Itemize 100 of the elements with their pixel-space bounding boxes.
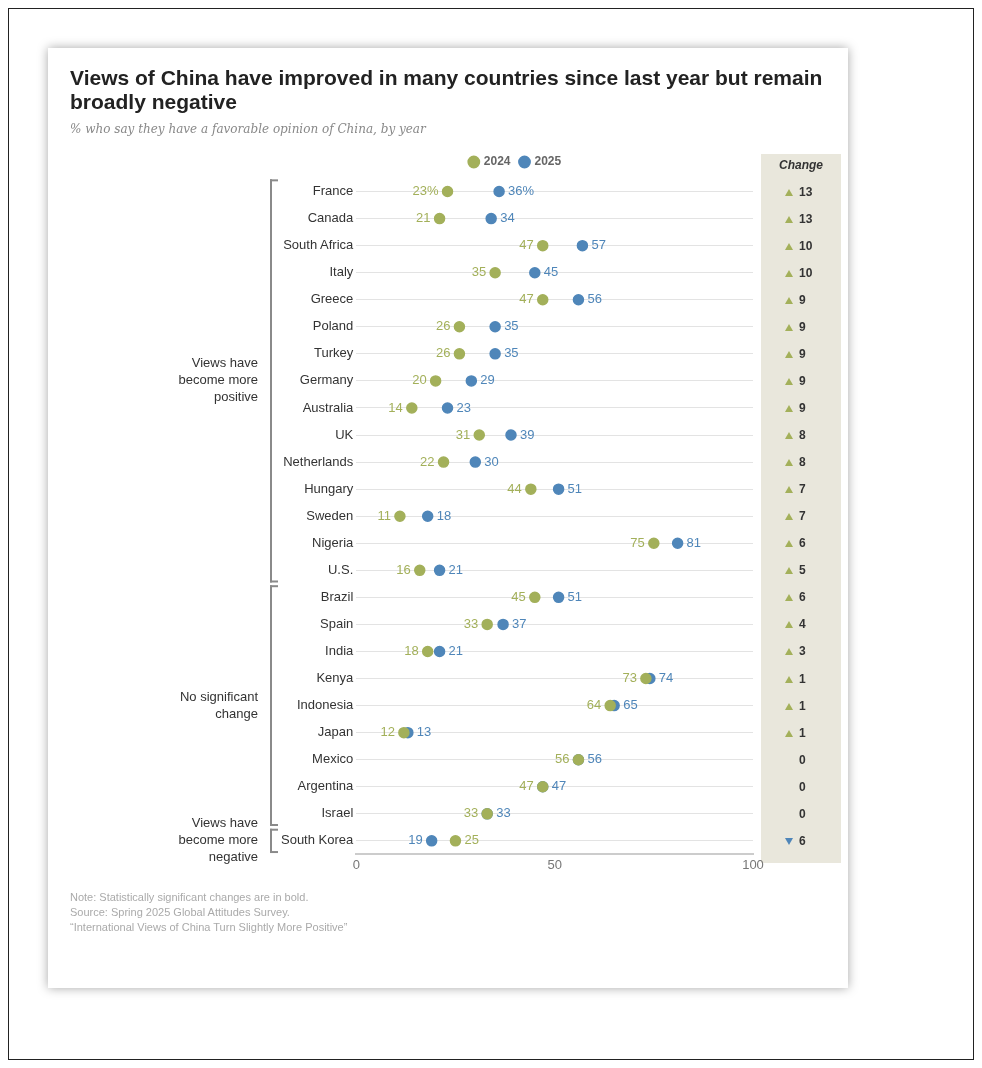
chart-title: Views of China have improved in many countries since last year but remain broadly negative — [70, 66, 824, 114]
data-label: 26 — [435, 345, 451, 361]
data-label: 22 — [420, 453, 435, 469]
legend-label: 2024 — [483, 154, 511, 169]
y-tick-label: Spain — [320, 616, 354, 631]
text: 9 — [799, 399, 806, 416]
data-label: 56 — [587, 291, 602, 307]
legend-label: 2025 — [534, 154, 562, 169]
text: Views have become more negative — [178, 815, 258, 865]
data-label: 23% — [412, 183, 439, 199]
text: 7 — [799, 481, 806, 498]
y-tick-label: France — [312, 183, 354, 199]
data-label: 16 — [396, 561, 411, 577]
data-label: 34 — [500, 210, 515, 226]
y-tick-label: Germany — [299, 372, 354, 388]
text: 8 — [799, 454, 806, 471]
y-tick-label: Nigeria — [312, 534, 355, 550]
data-label: 56 — [587, 751, 602, 767]
x-tick-label: 50 — [547, 856, 562, 872]
data-label: 33 — [496, 805, 511, 821]
y-tick-label: Brazil — [320, 588, 354, 604]
y-tick-label: Argentina — [297, 778, 355, 794]
text: No significant change — [179, 688, 259, 721]
data-label: 31 — [455, 426, 471, 442]
y-tick-label: Mexico — [312, 751, 354, 767]
data-label: 21 — [448, 643, 464, 659]
data-label: 75 — [630, 534, 645, 550]
data-label: 47 — [551, 778, 567, 794]
y-tick-label: Poland — [312, 318, 354, 334]
text: 7 — [799, 508, 806, 525]
data-label: 37 — [512, 616, 527, 631]
y-tick-label: South Korea — [280, 832, 355, 848]
text: 1 — [799, 670, 806, 687]
x-tick-label: 0 — [352, 856, 360, 872]
y-tick-label: India — [325, 643, 355, 659]
data-label: 64 — [586, 697, 602, 713]
y-tick-label: UK — [335, 426, 354, 442]
x-tick-label: 100 — [742, 856, 764, 872]
data-label: 35 — [471, 264, 487, 280]
y-tick-label: South Africa — [283, 237, 355, 253]
text: “International Views of China Turn Slightly More Positive” — [70, 920, 348, 935]
data-label: 35 — [504, 318, 519, 334]
text: 10 — [799, 237, 813, 254]
y-tick-label: Canada — [307, 210, 355, 226]
text: Views have become more positive — [178, 355, 258, 405]
data-label: 21 — [416, 210, 431, 226]
y-tick-label: Israel — [321, 805, 354, 821]
text: 6 — [799, 535, 806, 552]
data-label: 21 — [448, 561, 464, 577]
data-label: 35 — [504, 345, 519, 361]
data-label: 56 — [554, 751, 570, 767]
y-tick-label: Turkey — [314, 345, 354, 361]
y-tick-label: Greece — [310, 291, 354, 307]
data-label: 47 — [519, 237, 534, 253]
data-label: 73 — [622, 670, 637, 686]
text: 6 — [799, 832, 806, 849]
text: 13 — [799, 183, 813, 200]
text: 9 — [799, 345, 806, 362]
data-label: 14 — [388, 399, 403, 415]
text: 0 — [799, 751, 806, 768]
data-label: 33 — [463, 805, 479, 821]
y-tick-label: Japan — [317, 724, 354, 740]
text: 13 — [799, 210, 813, 227]
data-label: 19 — [408, 832, 423, 848]
data-label: 11 — [377, 507, 391, 523]
data-label: 13 — [416, 724, 432, 740]
data-label: 47 — [519, 778, 534, 794]
data-label: 81 — [686, 534, 702, 550]
text: 5 — [799, 562, 806, 579]
data-label: 74 — [658, 670, 674, 686]
data-label: 25 — [464, 832, 479, 848]
text: 1 — [799, 697, 806, 714]
data-label: 51 — [567, 588, 583, 604]
data-label: 65 — [623, 697, 638, 713]
y-tick-label: Kenya — [316, 670, 355, 686]
text: 10 — [799, 264, 813, 281]
data-label: 36% — [508, 183, 535, 199]
data-label: 51 — [567, 480, 583, 496]
text: 9 — [799, 318, 806, 335]
text: 4 — [799, 616, 806, 633]
data-label: 18 — [404, 643, 419, 659]
y-tick-label: Hungary — [304, 480, 354, 496]
data-label: 20 — [412, 372, 427, 388]
text: 6 — [799, 589, 806, 606]
data-label: 47 — [519, 291, 534, 307]
data-label: 23 — [456, 399, 471, 415]
y-tick-label: U.S. — [327, 561, 354, 577]
text: 9 — [799, 372, 806, 389]
data-label: 18 — [436, 507, 452, 523]
text: Note: Statistically significant changes are in bold. — [70, 890, 310, 905]
data-label: 26 — [435, 318, 451, 334]
y-tick-label: Netherlands — [283, 453, 354, 469]
y-tick-label: Sweden — [306, 507, 354, 523]
data-label: 12 — [380, 724, 395, 740]
y-tick-label: Australia — [302, 399, 355, 415]
data-label: 39 — [520, 426, 535, 442]
data-label: 33 — [463, 616, 479, 631]
data-label: 45 — [543, 264, 559, 280]
source-note: Source: Spring 2025 Global Attitudes Survey. — [70, 905, 291, 920]
y-tick-label: Indonesia — [296, 697, 355, 713]
